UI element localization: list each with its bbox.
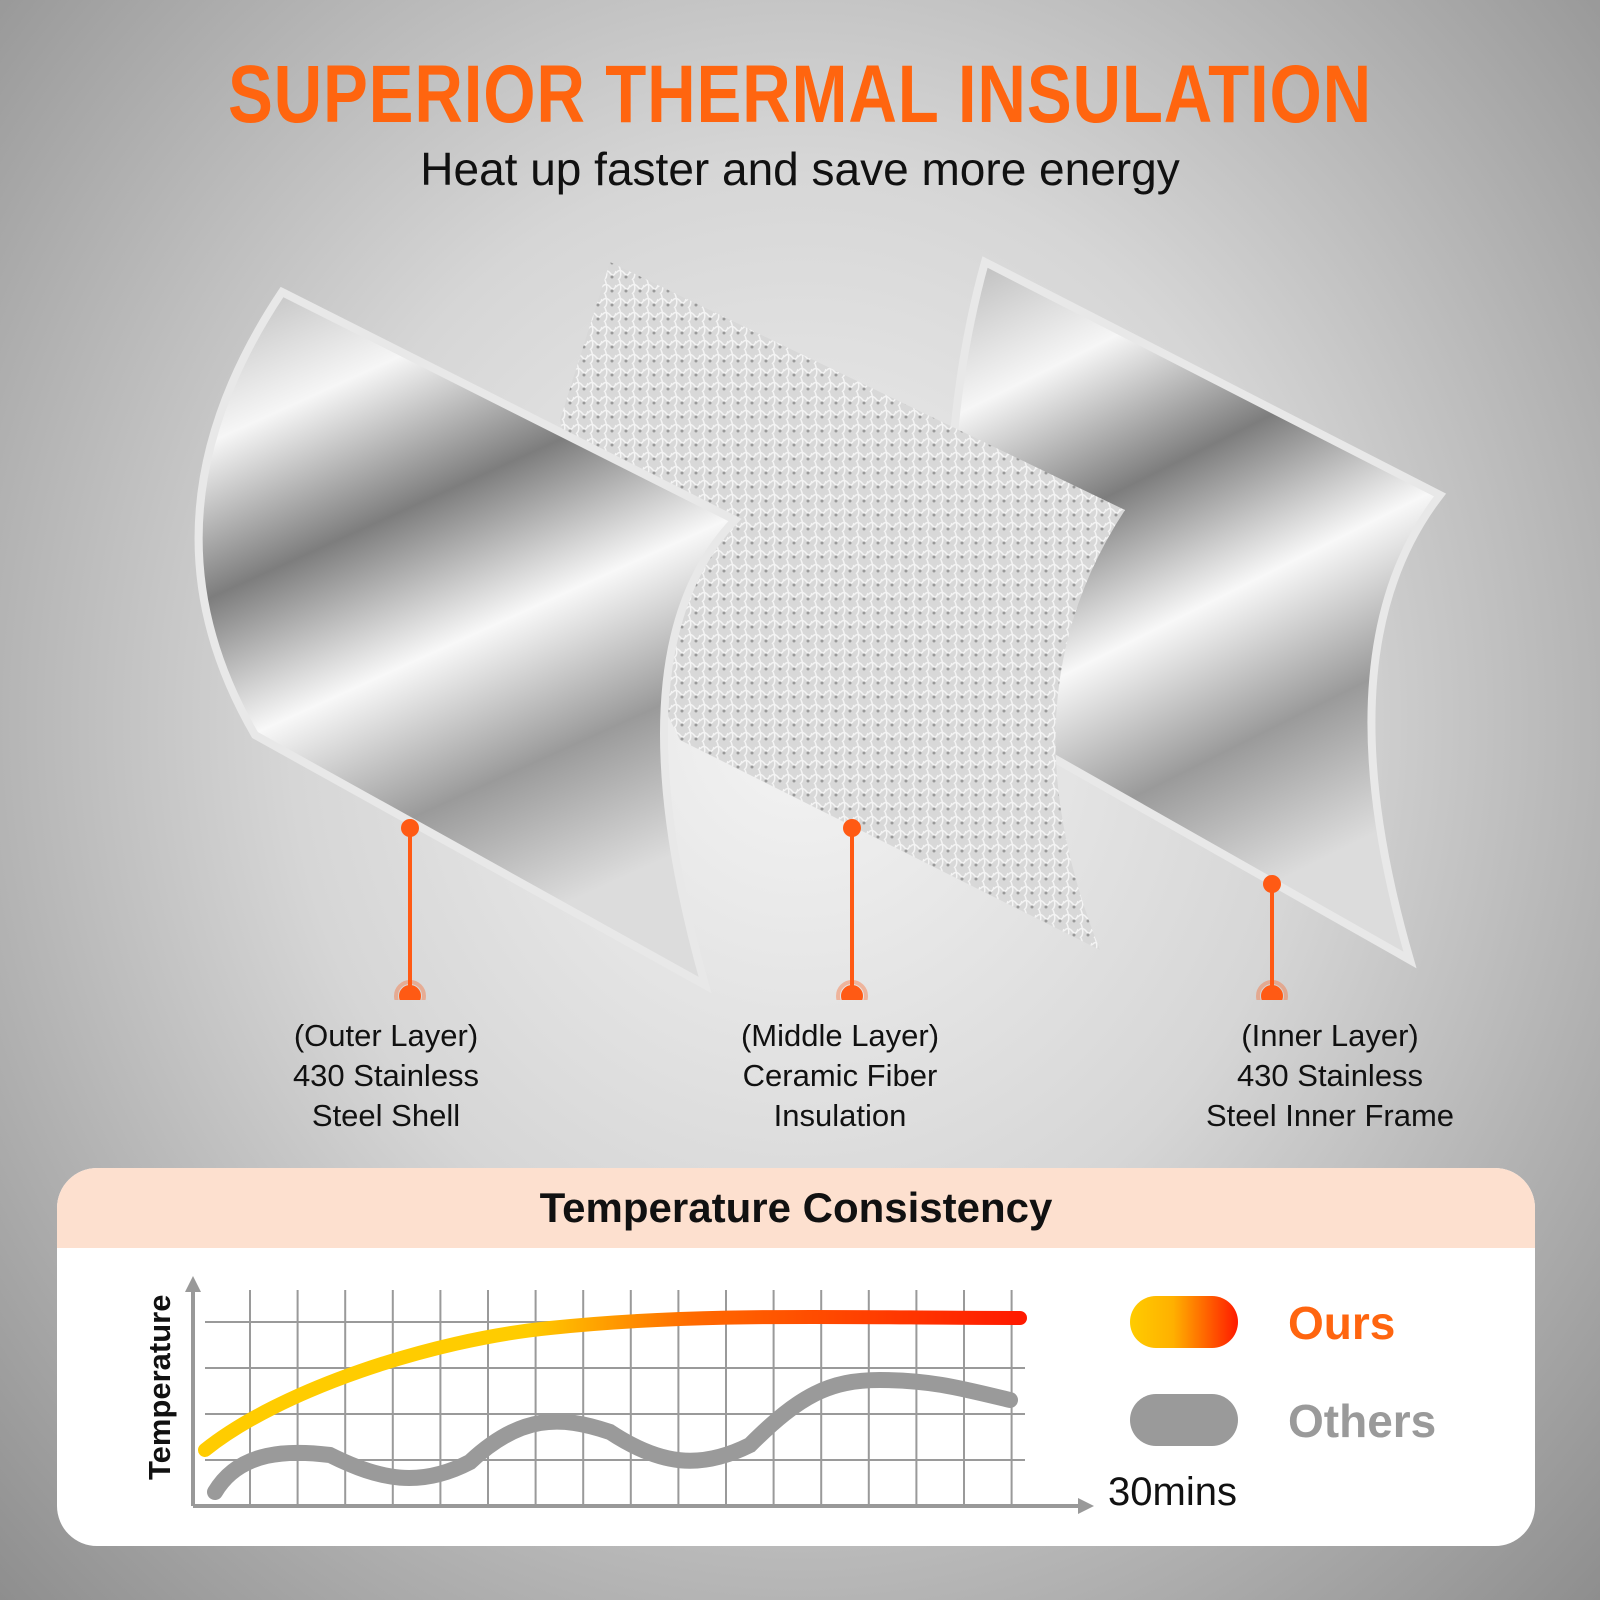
label-line: (Outer Layer) xyxy=(293,1018,479,1053)
layers-illustration xyxy=(194,256,1447,1000)
series-others-line xyxy=(207,1371,1018,1500)
subheadline: Heat up faster and save more energy xyxy=(420,143,1180,195)
y-axis-label: Temperature xyxy=(142,1294,177,1481)
label-line: Steel Shell xyxy=(311,1098,461,1133)
legend-ours-label: Ours xyxy=(1288,1297,1396,1349)
middle-layer-label: (Middle Layer) Ceramic Fiber Insulation xyxy=(660,1016,1020,1136)
legend-others-label: Others xyxy=(1288,1395,1437,1447)
card-title: Temperature Consistency xyxy=(57,1168,1535,1248)
label-line: 430 Stainless xyxy=(292,1058,480,1093)
inner-layer-shape xyxy=(945,256,1447,969)
middle-layer-shape xyxy=(560,262,1125,950)
y-axis-arrow xyxy=(185,1276,201,1292)
temperature-card: Temperature Consistency xyxy=(57,1168,1535,1546)
series-ours-line xyxy=(198,1309,1027,1457)
legend-others-swatch xyxy=(1130,1394,1238,1446)
x-axis-arrow xyxy=(1078,1498,1094,1514)
label-line: 430 Stainless xyxy=(1236,1058,1424,1093)
label-line: Insulation xyxy=(773,1098,907,1133)
callout-inner xyxy=(1256,875,1288,1000)
outer-layer-shape xyxy=(194,286,742,994)
callout-outer xyxy=(394,819,426,1000)
inner-layer-label: (Inner Layer) 430 Stainless Steel Inner … xyxy=(1150,1016,1510,1136)
label-line: (Middle Layer) xyxy=(740,1018,940,1053)
outer-layer-label: (Outer Layer) 430 Stainless Steel Shell xyxy=(206,1016,566,1136)
label-line: Steel Inner Frame xyxy=(1205,1098,1455,1133)
label-line: Ceramic Fiber xyxy=(742,1058,938,1093)
x-axis-label: 30mins xyxy=(1108,1470,1237,1514)
legend-ours-swatch xyxy=(1130,1296,1238,1348)
headline: SUPERIOR THERMAL INSULATION xyxy=(227,49,1373,140)
callout-middle xyxy=(836,819,868,1000)
label-line: (Inner Layer) xyxy=(1241,1018,1419,1053)
